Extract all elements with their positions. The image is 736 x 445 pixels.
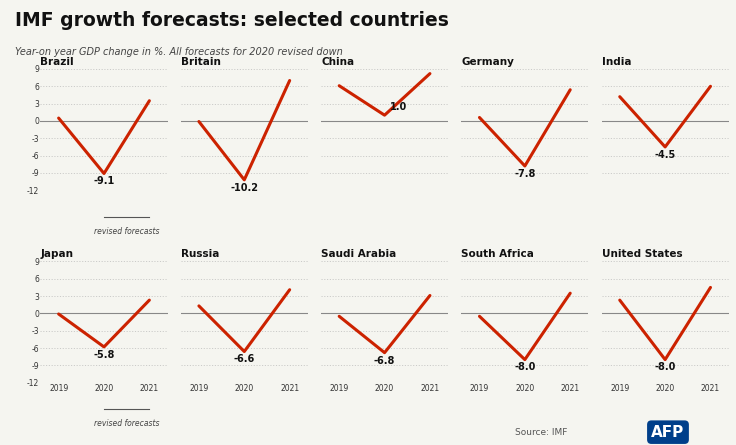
Text: South Africa: South Africa: [461, 249, 534, 259]
Text: United States: United States: [601, 249, 682, 259]
Text: -8.0: -8.0: [654, 363, 676, 372]
Text: -9.1: -9.1: [93, 176, 115, 186]
Text: Britain: Britain: [181, 57, 221, 67]
Text: China: China: [321, 57, 354, 67]
Text: revised forecasts: revised forecasts: [94, 227, 160, 235]
Text: Germany: Germany: [461, 57, 514, 67]
Text: -4.5: -4.5: [654, 150, 676, 160]
Text: Year-on year GDP change in %. All forecasts for 2020 revised down: Year-on year GDP change in %. All foreca…: [15, 47, 342, 57]
Text: India: India: [601, 57, 631, 67]
Text: Japan: Japan: [40, 249, 74, 259]
Text: 1.0: 1.0: [390, 102, 407, 112]
Text: -5.8: -5.8: [93, 350, 115, 360]
Text: -10.2: -10.2: [230, 183, 258, 193]
Text: Russia: Russia: [181, 249, 219, 259]
Text: Saudi Arabia: Saudi Arabia: [321, 249, 396, 259]
Text: -6.6: -6.6: [233, 354, 255, 364]
Text: Source: IMF: Source: IMF: [515, 428, 567, 437]
Text: -6.8: -6.8: [374, 356, 395, 365]
Text: -8.0: -8.0: [514, 363, 536, 372]
Text: Brazil: Brazil: [40, 57, 74, 67]
Text: AFP: AFP: [651, 425, 684, 440]
Text: revised forecasts: revised forecasts: [94, 419, 160, 428]
Text: IMF growth forecasts: selected countries: IMF growth forecasts: selected countries: [15, 11, 449, 30]
Text: -7.8: -7.8: [514, 169, 536, 179]
